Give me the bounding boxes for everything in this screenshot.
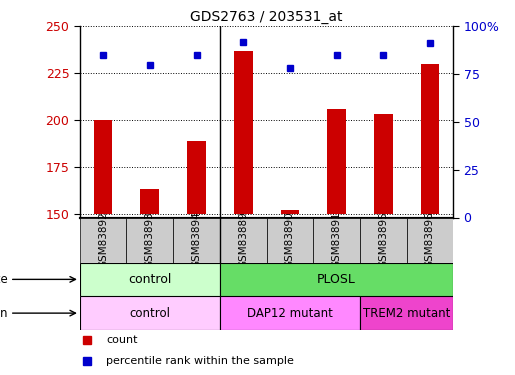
Text: GSM83892: GSM83892 [98,211,108,268]
Text: control: control [129,307,170,320]
Title: GDS2763 / 203531_at: GDS2763 / 203531_at [190,10,343,24]
Bar [281,210,299,214]
Text: GSM83895: GSM83895 [378,211,388,268]
FancyBboxPatch shape [406,217,453,262]
FancyBboxPatch shape [313,217,360,262]
Bar [327,109,346,214]
FancyBboxPatch shape [80,217,127,262]
Text: GSM83893: GSM83893 [145,211,155,268]
Bar [187,141,206,214]
Text: count: count [106,335,138,345]
FancyBboxPatch shape [220,217,267,262]
Text: PLOSL: PLOSL [317,273,356,286]
FancyBboxPatch shape [127,217,173,262]
Bar [141,189,159,214]
Text: genotype/variation: genotype/variation [0,307,8,320]
Text: GSM83890: GSM83890 [285,211,295,268]
Bar [234,51,252,214]
Text: GSM83894: GSM83894 [192,211,201,268]
Text: TREM2 mutant: TREM2 mutant [363,307,450,320]
Text: GSM83891: GSM83891 [332,211,341,268]
FancyBboxPatch shape [267,217,313,262]
FancyBboxPatch shape [80,296,220,330]
Text: disease state: disease state [0,273,8,286]
Text: DAP12 mutant: DAP12 mutant [247,307,333,320]
FancyBboxPatch shape [220,296,360,330]
Bar [374,114,392,214]
FancyBboxPatch shape [173,217,220,262]
FancyBboxPatch shape [360,296,453,330]
Text: control: control [128,273,171,286]
Text: GSM83896: GSM83896 [425,211,435,268]
Text: GSM83889: GSM83889 [238,211,248,268]
FancyBboxPatch shape [80,262,220,296]
Bar [94,120,112,214]
Text: percentile rank within the sample: percentile rank within the sample [106,356,294,366]
FancyBboxPatch shape [360,217,406,262]
FancyBboxPatch shape [220,262,453,296]
Bar [421,64,439,214]
